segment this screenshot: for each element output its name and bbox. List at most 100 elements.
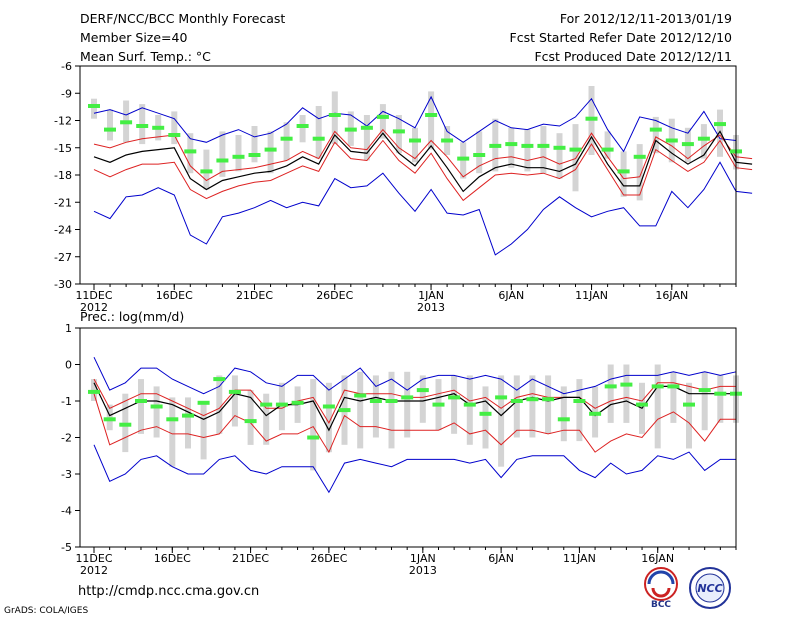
median-marker [573, 399, 586, 403]
spread-box [476, 131, 483, 174]
median-marker [601, 147, 614, 152]
median-marker [135, 399, 147, 403]
spread-box [701, 371, 708, 431]
spread-box [524, 129, 531, 172]
x-tick-label: 16JAN [655, 289, 688, 302]
spread-box [513, 375, 520, 438]
median-marker [698, 388, 711, 393]
y-tick-label: -6 [61, 60, 72, 73]
member-size: Member Size=40 [80, 30, 188, 45]
spread-box [325, 382, 332, 453]
median-marker [651, 384, 664, 389]
x-year-label: 2012 [80, 301, 108, 314]
x-tick-label: 21DEC [232, 552, 269, 565]
median-marker [526, 397, 539, 402]
median-marker [557, 417, 570, 422]
median-marker [667, 384, 680, 389]
x-tick-label: 26DEC [316, 289, 353, 302]
spread-box [315, 106, 322, 159]
median-marker [457, 156, 470, 161]
spread-box [247, 390, 254, 445]
median-marker [636, 402, 648, 407]
upper-line [93, 378, 736, 424]
y-tick-label: -4 [61, 505, 72, 518]
spread-box [670, 371, 677, 423]
spread-box [636, 144, 643, 201]
spread-box [529, 375, 536, 438]
median-marker [184, 149, 197, 154]
median-marker [344, 127, 357, 132]
median-marker [617, 169, 630, 174]
y-tick-label: -5 [61, 541, 72, 554]
median-marker [354, 393, 367, 398]
y-tick-label: -2 [61, 432, 72, 445]
spread-box [153, 386, 160, 438]
bcc-logo: BCC [644, 567, 678, 608]
median-marker [232, 154, 245, 159]
spread-box [138, 379, 144, 434]
median-marker [264, 147, 277, 152]
median-marker [166, 417, 179, 422]
spread-box [91, 98, 97, 119]
median-marker [649, 127, 662, 132]
spread-box [717, 375, 724, 423]
x-tick-label: 1JAN [410, 552, 436, 565]
median-marker [569, 147, 582, 152]
spread-box [388, 371, 395, 449]
mean-line [93, 130, 753, 193]
spread-box [604, 131, 611, 159]
spread-box [419, 375, 426, 423]
median-marker [307, 435, 320, 440]
median-marker [714, 391, 727, 396]
median-marker [280, 136, 293, 141]
median-marker [168, 133, 181, 137]
y-tick-label: -3 [61, 468, 72, 481]
median-marker [681, 142, 694, 147]
max-line [93, 95, 737, 153]
median-marker [409, 138, 421, 143]
median-marker [585, 116, 598, 121]
median-marker [665, 138, 678, 143]
median-marker [152, 125, 165, 130]
median-marker [260, 402, 273, 407]
spread-box [331, 91, 338, 145]
spread-box [219, 131, 226, 177]
grads-credit: GrADS: COLA/IGES [4, 606, 89, 616]
spread-box [412, 127, 418, 163]
spread-box [169, 397, 176, 467]
median-marker [213, 377, 226, 382]
y-tick-label: -21 [54, 196, 72, 209]
spread-box [235, 135, 242, 172]
bcc-logo-text: BCC [651, 600, 671, 608]
spread-box [451, 375, 458, 434]
median-marker [228, 389, 241, 394]
median-marker [360, 125, 373, 130]
spread-box [498, 375, 505, 467]
spread-box [620, 151, 627, 197]
median-marker [338, 408, 351, 413]
min-line [93, 444, 736, 494]
spread-box [482, 386, 489, 449]
spread-box [299, 115, 306, 143]
y-tick-label: -12 [54, 115, 72, 128]
y-tick-label: -18 [54, 169, 72, 182]
mean-line [93, 382, 736, 432]
spread-box [686, 382, 692, 449]
median-marker [604, 384, 617, 389]
ncc-logo-text: NCC [697, 582, 722, 595]
temp-variable-label: Mean Surf. Temp.: °C [80, 49, 211, 64]
spread-box [267, 131, 274, 174]
median-marker [136, 124, 149, 128]
spread-box [654, 364, 661, 449]
median-marker [328, 113, 341, 117]
spread-box [185, 397, 191, 449]
median-marker [505, 142, 518, 147]
median-marker [463, 402, 476, 407]
source-url[interactable]: http://cmdp.ncc.cma.gov.cn [78, 584, 260, 599]
x-tick-label: 26DEC [310, 552, 347, 565]
spread-box [171, 111, 178, 145]
median-marker [510, 399, 523, 403]
x-tick-label: 11JAN [563, 552, 596, 565]
